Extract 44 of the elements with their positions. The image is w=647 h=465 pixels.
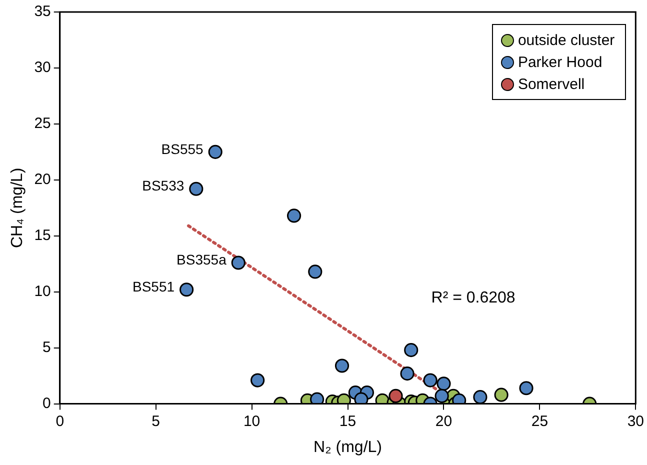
point: [334, 358, 350, 373]
y-axis-title: CH₄ (mg/L): [9, 168, 26, 248]
point: [189, 182, 204, 196]
annotation: BS533: [142, 178, 184, 194]
annotation: BS355a: [176, 252, 227, 268]
point: [423, 373, 438, 388]
y-tick-label: 5: [42, 338, 51, 356]
x-axis-title: N₂ (mg/L): [314, 438, 382, 456]
legend-label: outside cluster: [518, 32, 615, 48]
point: [494, 388, 508, 402]
point: [180, 282, 194, 297]
point: [308, 264, 322, 279]
point: [388, 388, 403, 404]
point: [231, 256, 246, 270]
point: [473, 390, 488, 404]
y-tick-label: 10: [34, 283, 51, 300]
x-tick-label: 5: [152, 412, 160, 430]
x-tick-label: 0: [56, 412, 64, 430]
point: [310, 392, 324, 404]
y-tick-label: 25: [34, 115, 51, 132]
annotation: R² = 0.6208: [431, 289, 516, 306]
point: [404, 343, 418, 358]
point: [250, 373, 265, 388]
point: [400, 366, 414, 381]
point: [519, 381, 534, 396]
y-tick-label: 20: [34, 171, 51, 188]
y-tick-label: 35: [34, 3, 51, 20]
legend-label: Somervell: [518, 76, 585, 92]
x-tick-label: 30: [627, 412, 644, 430]
y-tick-label: 0: [42, 394, 51, 412]
point: [354, 392, 368, 404]
point: [286, 208, 302, 223]
x-tick-label: 10: [243, 412, 260, 430]
legend-label: Parker Hood: [518, 54, 602, 70]
y-tick-label: 15: [34, 227, 51, 244]
x-tick-label: 25: [531, 412, 548, 430]
point: [436, 376, 451, 391]
point: [434, 388, 449, 404]
x-tick-label: 20: [435, 412, 452, 430]
annotation: BS555: [161, 140, 204, 157]
x-tick-label: 15: [339, 412, 356, 430]
point: [208, 144, 222, 159]
annotation: BS551: [132, 278, 175, 294]
y-tick-label: 30: [34, 59, 51, 76]
